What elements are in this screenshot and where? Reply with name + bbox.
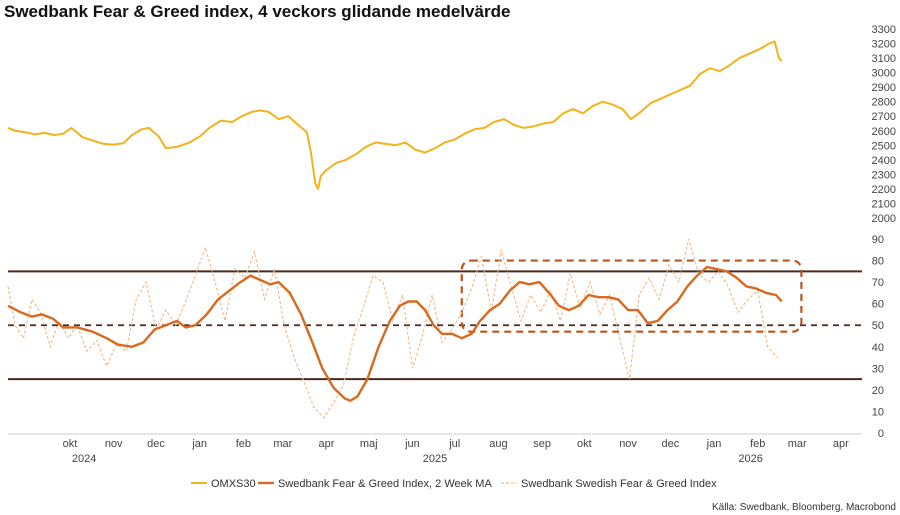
lower-y-tick-label: 20 [872,385,884,397]
x-year-label: 2026 [738,453,762,465]
chart-title: Swedbank Fear & Greed index, 4 veckors g… [4,2,511,21]
lower-y-tick-label: 70 [872,277,884,289]
series-line-omxs30 [7,40,783,190]
lower-y-tick-label: 50 [872,320,884,332]
x-tick-label: nov [619,438,637,450]
upper-y-tick-label: 2200 [872,184,896,196]
source-note: Källa: Swedbank, Bloomberg, Macrobond [712,502,896,513]
x-tick-label: feb [750,438,765,450]
upper-y-tick-label: 2800 [872,97,896,109]
upper-y-tick-label: 2600 [872,126,896,138]
upper-y-tick-label: 3200 [872,39,896,51]
upper-y-tick-label: 3300 [872,24,896,36]
lower-y-axis: 0 10 20 30 40 50 60 70 80 90 [872,234,884,440]
legend-label: Swedbank Swedish Fear & Greed Index [521,478,717,490]
x-year-label: 2024 [72,453,96,465]
upper-y-tick-label: 3000 [872,68,896,80]
omx-series-layer [7,40,783,190]
x-tick-label: jul [448,438,460,450]
lower-y-tick-label: 90 [872,234,884,246]
lower-y-tick-label: 10 [872,406,884,418]
lower-y-tick-label: 30 [872,363,884,375]
upper-y-tick-label: 2300 [872,169,896,181]
upper-y-tick-label: 2000 [872,213,896,225]
upper-y-tick-label: 3100 [872,53,896,65]
x-tick-label: mar [788,438,807,450]
x-tick-label: aug [489,438,507,450]
x-tick-label: mar [273,438,292,450]
x-tick-label: nov [105,438,123,450]
fear-greed-series-layer [7,238,778,419]
lower-y-tick-label: 0 [878,428,884,440]
lower-y-tick-label: 80 [872,256,884,268]
x-tick-label: sep [533,438,551,450]
x-tick-label: jan [706,438,722,450]
legend-label: Swedbank Fear & Greed Index, 2 Week MA [278,478,492,490]
x-tick-label: dec [147,438,165,450]
lower-y-tick-label: 40 [872,342,884,354]
x-tick-label: maj [360,438,378,450]
lower-y-tick-label: 60 [872,299,884,311]
upper-y-tick-label: 2500 [872,140,896,152]
series-line-fear-greed-ma [7,265,783,402]
upper-y-tick-label: 2400 [872,155,896,167]
x-tick-label: apr [833,438,849,450]
x-tick-label: okt [63,438,78,450]
reference-lines [8,270,862,381]
x-tick-label: apr [319,438,335,450]
highlight-box [460,259,803,333]
upper-y-tick-label: 2900 [872,82,896,94]
x-tick-label: okt [577,438,592,450]
x-tick-label: dec [661,438,679,450]
x-tick-label: jan [191,438,207,450]
x-tick-label: jun [404,438,420,450]
legend-label: OMXS30 [211,478,256,490]
series-line-swedish-fear-greed [7,238,778,419]
ma-series-layer [7,265,783,402]
x-axis: okt nov dec jan feb mar apr maj jun jul aug sep okt n… [8,433,862,465]
upper-y-axis: 2000 2100 2200 2300 2400 2500 2600 2700 2800 2900… [872,24,896,225]
highlight-box-layer [460,259,803,333]
upper-y-tick-label: 2100 [872,198,896,210]
x-tick-label: feb [236,438,251,450]
x-year-label: 2025 [423,453,447,465]
legend: OMXS30 Swedbank Fear & Greed Index, 2 Wee… [191,478,717,490]
upper-y-tick-label: 2700 [872,111,896,123]
